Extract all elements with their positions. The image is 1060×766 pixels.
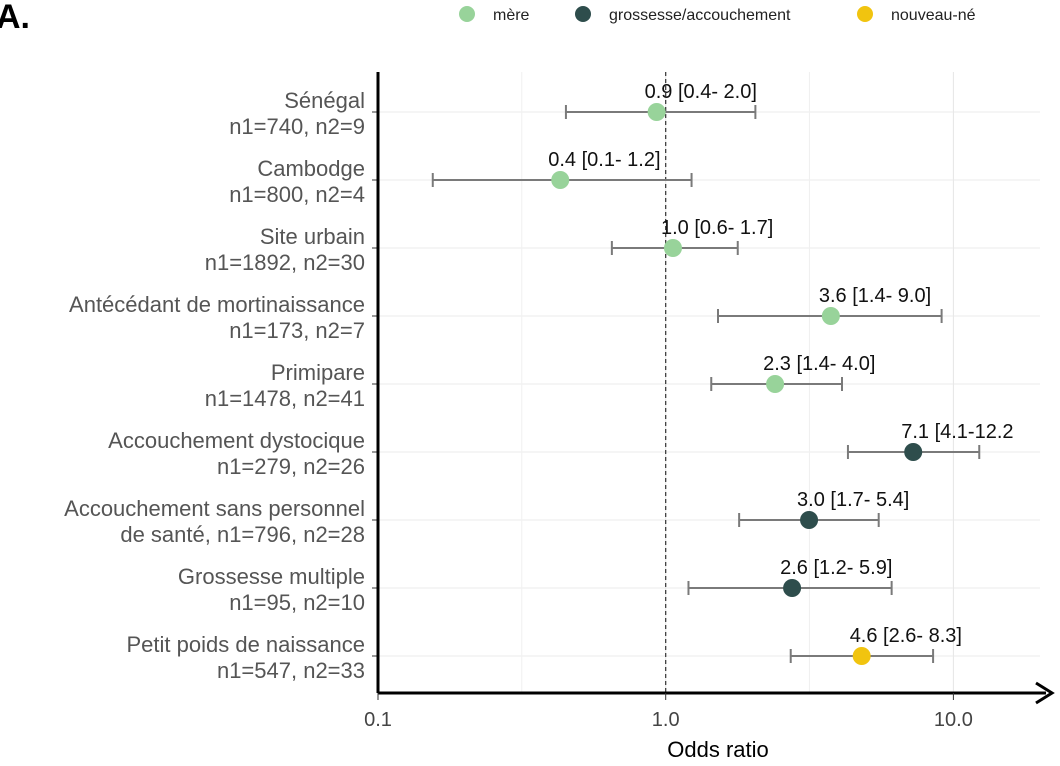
legend-label-nouveau: nouveau-né (891, 7, 976, 24)
row-sample-size: n1=800, n2=4 (229, 182, 365, 207)
point-estimate (551, 171, 570, 189)
point-estimate (904, 443, 923, 461)
row-label: Grossesse multiple (178, 564, 365, 589)
ci-label: 7.1 [4.1-12.2 (901, 421, 1013, 443)
legend-marker-grossesse (575, 6, 591, 22)
row-sample-size: de santé, n1=796, n2=28 (120, 522, 365, 547)
row-label: Sénégal (284, 88, 365, 113)
point-estimate (783, 579, 802, 597)
row-label: Accouchement sans personnel (64, 496, 365, 521)
x-axis-arrow (1035, 681, 1055, 705)
ci-label: 3.6 [1.4- 9.0] (819, 285, 931, 307)
row-label: Primipare (271, 360, 365, 385)
x-axis-ticks: 0.1 1.0 10.0 (364, 693, 973, 731)
point-estimate (647, 103, 666, 121)
panel-label: A. (0, 0, 30, 36)
ci-label: 4.6 [2.6- 8.3] (850, 625, 962, 647)
row-label: Site urbain (260, 224, 365, 249)
ci-label: 1.0 [0.6- 1.7] (661, 217, 773, 239)
x-tick-label: 1.0 (652, 709, 680, 731)
point-estimate (821, 307, 840, 325)
ci-label: 2.3 [1.4- 4.0] (763, 353, 875, 375)
point-estimate (663, 239, 682, 257)
x-tick-label: 0.1 (364, 709, 392, 731)
row-label: Antécédant de mortinaissance (69, 292, 365, 317)
row-label: Petit poids de naissance (127, 632, 366, 657)
x-axis-title: Odds ratio (667, 737, 769, 762)
legend: mère grossesse/accouchement nouveau-né (459, 6, 976, 24)
row-sample-size: n1=1478, n2=41 (205, 386, 365, 411)
ci-label: 2.6 [1.2- 5.9] (780, 557, 892, 579)
axes (376, 72, 1055, 705)
legend-label-mere: mère (493, 7, 530, 24)
point-estimate (766, 375, 785, 393)
row-sample-size: n1=547, n2=33 (217, 658, 365, 683)
row-sample-size: n1=173, n2=7 (229, 318, 365, 343)
row-label: Accouchement dystocique (108, 428, 365, 453)
row-label: Cambodge (257, 156, 365, 181)
point-estimate (852, 647, 871, 665)
ci-label: 0.4 [0.1- 1.2] (548, 149, 660, 171)
point-estimate (800, 511, 819, 529)
row-sample-size: n1=1892, n2=30 (205, 250, 365, 275)
ci-label: 0.9 [0.4- 2.0] (645, 81, 757, 103)
legend-marker-mere (459, 6, 475, 22)
row-sample-size: n1=279, n2=26 (217, 454, 365, 479)
legend-marker-nouveau (857, 6, 873, 22)
legend-label-grossesse: grossesse/accouchement (609, 7, 791, 24)
data-rows: 0.9 [0.4- 2.0] 0.4 [0.1- 1.2] 1.0 [0.6- 1.… (431, 81, 1014, 665)
row-sample-size: n1=95, n2=10 (229, 590, 365, 615)
row-sample-size: n1=740, n2=9 (229, 114, 365, 139)
grid (377, 72, 1040, 693)
ci-label: 3.0 [1.7- 5.4] (797, 489, 909, 511)
x-tick-label: 10.0 (934, 709, 973, 731)
